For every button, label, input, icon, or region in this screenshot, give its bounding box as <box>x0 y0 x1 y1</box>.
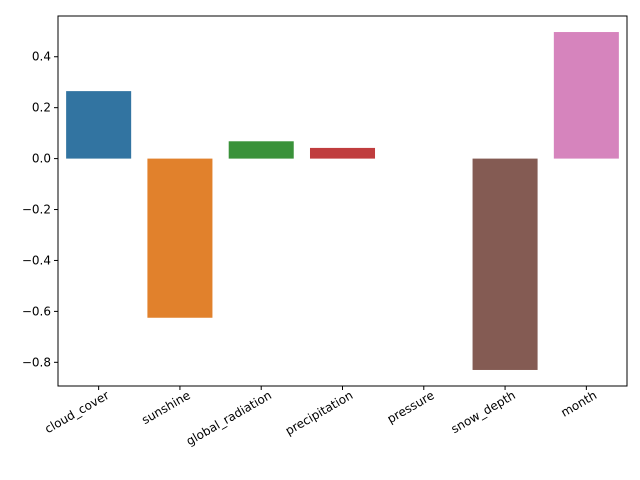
x-tick-label-pressure: pressure <box>385 388 437 426</box>
x-tick-label-precipitation: precipitation <box>283 388 355 438</box>
bar-global-radiation <box>228 141 294 159</box>
x-tick-label-sunshine: sunshine <box>139 388 192 427</box>
y-tick-label: −0.2 <box>22 203 51 217</box>
y-tick-label: 0.0 <box>32 152 51 166</box>
x-tick-label-month: month <box>558 388 599 420</box>
bars-layer <box>66 32 619 370</box>
bar-cloud-cover <box>66 91 132 159</box>
axes-frame <box>57 15 628 387</box>
x-tick-label-cloud-cover: cloud_cover <box>42 388 111 436</box>
bar-snow-depth <box>472 158 538 370</box>
y-tick-label: −0.8 <box>22 355 51 369</box>
bar-precipitation <box>309 147 376 159</box>
y-tick-label: −0.6 <box>22 304 51 318</box>
y-tick-label: 0.4 <box>32 50 51 64</box>
bar-month <box>553 32 619 159</box>
bar-sunshine <box>147 158 213 318</box>
y-tick-label: 0.2 <box>32 101 51 115</box>
y-axis-ticks: −0.8 −0.6 −0.4 −0.2 0.0 0.2 0.4 <box>22 50 58 369</box>
x-tick-label-snow-depth: snow_depth <box>449 388 518 436</box>
x-tick-label-global-radiation: global_radiation <box>184 388 274 448</box>
y-tick-label: −0.4 <box>22 253 51 267</box>
